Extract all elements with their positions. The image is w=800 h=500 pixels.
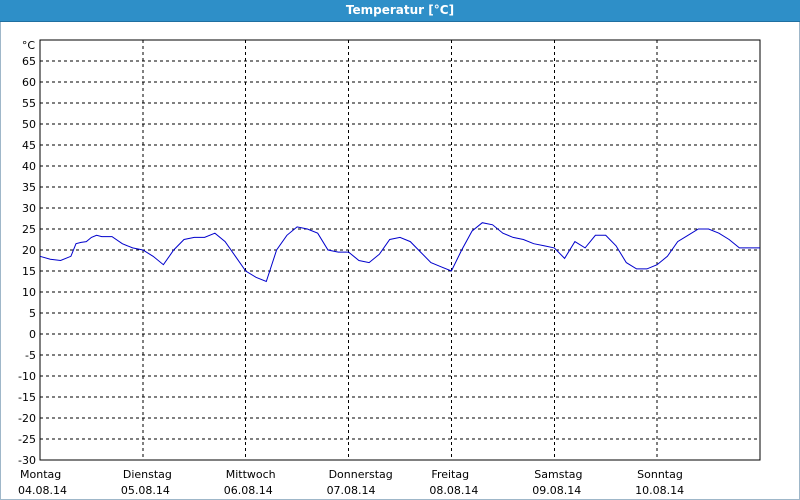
y-tick-label: 60 <box>22 76 36 89</box>
y-tick-label: 15 <box>22 265 36 278</box>
x-date-label: 06.08.14 <box>224 484 273 497</box>
y-tick-label: -10 <box>18 370 36 383</box>
y-tick-label: 5 <box>29 307 36 320</box>
y-tick-label: 55 <box>22 97 36 110</box>
y-tick-label: -15 <box>18 391 36 404</box>
y-tick-label: 45 <box>22 139 36 152</box>
y-tick-label: -20 <box>18 412 36 425</box>
chart-title-bar: Temperatur [°C] <box>0 0 800 22</box>
y-tick-label: 40 <box>22 160 36 173</box>
x-day-label: Freitag <box>431 468 469 481</box>
chart-title: Temperatur [°C] <box>345 3 455 17</box>
x-day-label: Dienstag <box>123 468 172 481</box>
y-tick-label: 65 <box>22 55 36 68</box>
x-day-label: Donnerstag <box>329 468 393 481</box>
y-tick-label: 50 <box>22 118 36 131</box>
x-date-label: 05.08.14 <box>121 484 170 497</box>
x-day-label: Sonntag <box>637 468 683 481</box>
y-tick-label: 30 <box>22 202 36 215</box>
x-date-label: 07.08.14 <box>327 484 376 497</box>
y-tick-label: -5 <box>25 349 36 362</box>
x-date-label: 08.08.14 <box>429 484 478 497</box>
y-tick-label: -25 <box>18 433 36 446</box>
y-tick-label: 0 <box>29 328 36 341</box>
y-tick-label: 10 <box>22 286 36 299</box>
y-axis-unit: °C <box>22 39 36 52</box>
plot-border <box>39 39 761 461</box>
x-day-label: Samstag <box>534 468 582 481</box>
x-day-label: Mittwoch <box>226 468 276 481</box>
y-tick-label: 25 <box>22 223 36 236</box>
temperature-series-line <box>39 222 760 283</box>
x-day-label: Montag <box>20 468 61 481</box>
y-tick-label: 35 <box>22 181 36 194</box>
x-date-label: 10.08.14 <box>635 484 684 497</box>
y-tick-label: -30 <box>18 454 36 467</box>
x-date-label: 09.08.14 <box>532 484 581 497</box>
y-tick-label: 20 <box>22 244 36 257</box>
x-date-label: 04.08.14 <box>18 484 67 497</box>
